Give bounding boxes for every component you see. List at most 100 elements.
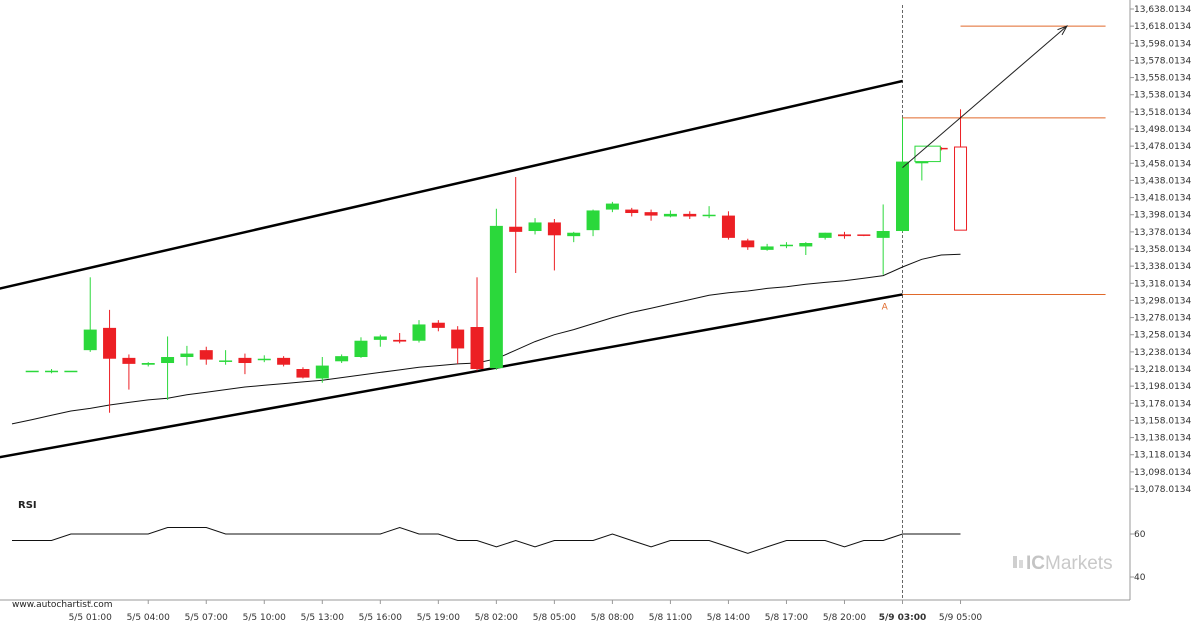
candle-body xyxy=(702,214,716,217)
time-tick-label: 5/9 03:00 xyxy=(879,613,927,623)
candle-body xyxy=(180,353,194,358)
candle-body xyxy=(257,358,271,361)
candle-body xyxy=(547,222,561,236)
price-tick-label: 13,538.0134 xyxy=(1134,91,1192,101)
candle-body xyxy=(45,370,59,373)
projection-arrow-line xyxy=(902,25,1068,168)
time-tick-label: 5/5 01:00 xyxy=(69,613,113,623)
time-tick-label: 5/8 11:00 xyxy=(649,613,693,623)
time-tick-label: 5/8 20:00 xyxy=(823,613,867,623)
candle-body xyxy=(25,370,39,373)
price-tick-label: 13,278.0134 xyxy=(1134,314,1192,324)
broker-logo: ICMarkets xyxy=(1013,553,1113,574)
time-tick-label: 5/8 05:00 xyxy=(533,613,577,623)
price-tick-label: 13,218.0134 xyxy=(1134,365,1192,375)
candle-body xyxy=(779,244,793,247)
candle-body xyxy=(315,365,329,379)
price-tick-label: 13,078.0134 xyxy=(1134,485,1192,495)
time-tick-label: 5/8 14:00 xyxy=(707,613,751,623)
candle-body xyxy=(760,246,774,250)
candle-body xyxy=(663,213,677,217)
channel-lower-line xyxy=(0,293,903,459)
price-tick-label: 13,478.0134 xyxy=(1134,142,1192,152)
candle-body xyxy=(934,147,948,150)
candle-body xyxy=(83,329,97,351)
price-tick-label: 13,378.0134 xyxy=(1134,228,1192,238)
time-tick-label: 5/8 17:00 xyxy=(765,613,809,623)
candle-body xyxy=(335,356,349,362)
time-tick-label: 5/9 05:00 xyxy=(939,613,983,623)
price-tick-label: 13,598.0134 xyxy=(1134,39,1192,49)
candle-body xyxy=(876,231,890,238)
candle-body xyxy=(354,340,368,358)
price-tick-label: 13,618.0134 xyxy=(1134,22,1192,32)
candle-body xyxy=(818,232,832,238)
main-plot: A xyxy=(0,5,1106,600)
price-tick-label: 13,298.0134 xyxy=(1134,296,1192,306)
candle-body xyxy=(954,146,968,231)
candle-body xyxy=(103,327,117,359)
candle-body xyxy=(412,324,426,341)
price-tick-label: 13,198.0134 xyxy=(1134,382,1192,392)
price-tick-label: 13,458.0134 xyxy=(1134,159,1192,169)
rsi-tick-label: 60 xyxy=(1134,530,1146,540)
candle-body xyxy=(509,226,523,232)
time-tick-label: 5/5 16:00 xyxy=(359,613,403,623)
candle-body xyxy=(141,363,155,365)
time-tick-label: 5/8 02:00 xyxy=(475,613,519,623)
price-tick-label: 13,098.0134 xyxy=(1134,468,1192,478)
candle-body xyxy=(277,357,291,365)
candle-body xyxy=(857,234,871,236)
candle-body xyxy=(741,240,755,248)
time-axis: 5/5 01:00 5/5 04:00 5/5 07:00 5/5 10:00 5/5 … xyxy=(0,599,1130,623)
price-tick-label: 13,238.0134 xyxy=(1134,348,1192,358)
time-tick-label: 5/5 10:00 xyxy=(243,613,287,623)
time-tick-label: 5/8 08:00 xyxy=(591,613,635,623)
price-tick-label: 13,338.0134 xyxy=(1134,262,1192,272)
time-tick-label: 5/5 19:00 xyxy=(417,613,461,623)
time-tick-label: 5/5 13:00 xyxy=(301,613,345,623)
arrow-head-icon xyxy=(1057,25,1069,36)
candle-body xyxy=(451,329,465,349)
price-tick-label: 13,318.0134 xyxy=(1134,279,1192,289)
price-tick-label: 13,578.0134 xyxy=(1134,56,1192,66)
candle-body xyxy=(431,322,445,328)
candle-body xyxy=(219,360,233,362)
price-tick-label: 13,358.0134 xyxy=(1134,245,1192,255)
candle-body xyxy=(896,161,909,232)
candle-body xyxy=(837,234,851,237)
candle-body xyxy=(721,215,735,238)
rsi-panel: 60 40 xyxy=(12,526,1146,583)
rsi-label: RSI xyxy=(18,500,37,511)
candle-body xyxy=(199,350,213,360)
candle-body xyxy=(296,369,310,378)
price-tick-label: 13,398.0134 xyxy=(1134,211,1192,221)
source-credit: www.autochartist.com xyxy=(12,600,113,610)
candle-body xyxy=(161,357,175,364)
candle-body xyxy=(605,203,619,210)
price-tick-label: 13,438.0134 xyxy=(1134,176,1192,186)
candle-body xyxy=(528,222,542,232)
price-tick-label: 13,518.0134 xyxy=(1134,108,1192,118)
price-tick-label: 13,258.0134 xyxy=(1134,331,1192,341)
candle-body xyxy=(567,232,581,237)
candle-body xyxy=(373,336,387,340)
brand-name: ICMarkets xyxy=(1026,553,1113,574)
candle-body xyxy=(683,213,697,217)
price-tick-label: 13,178.0134 xyxy=(1134,399,1192,409)
logo-bar-icon xyxy=(1019,560,1023,568)
candle-body xyxy=(799,243,813,247)
moving-average-line xyxy=(11,253,961,425)
candle-body xyxy=(644,212,658,216)
candle-body xyxy=(393,339,407,342)
price-tick-label: 13,418.0134 xyxy=(1134,194,1192,204)
candle-body xyxy=(238,357,252,364)
price-tick-label: 13,118.0134 xyxy=(1134,451,1192,461)
rsi-line xyxy=(12,526,961,554)
price-tick-label: 13,558.0134 xyxy=(1134,74,1192,84)
candle-body xyxy=(489,225,503,369)
candle-body xyxy=(625,209,639,214)
channel-upper-line xyxy=(0,79,903,290)
candle-body xyxy=(64,370,78,373)
